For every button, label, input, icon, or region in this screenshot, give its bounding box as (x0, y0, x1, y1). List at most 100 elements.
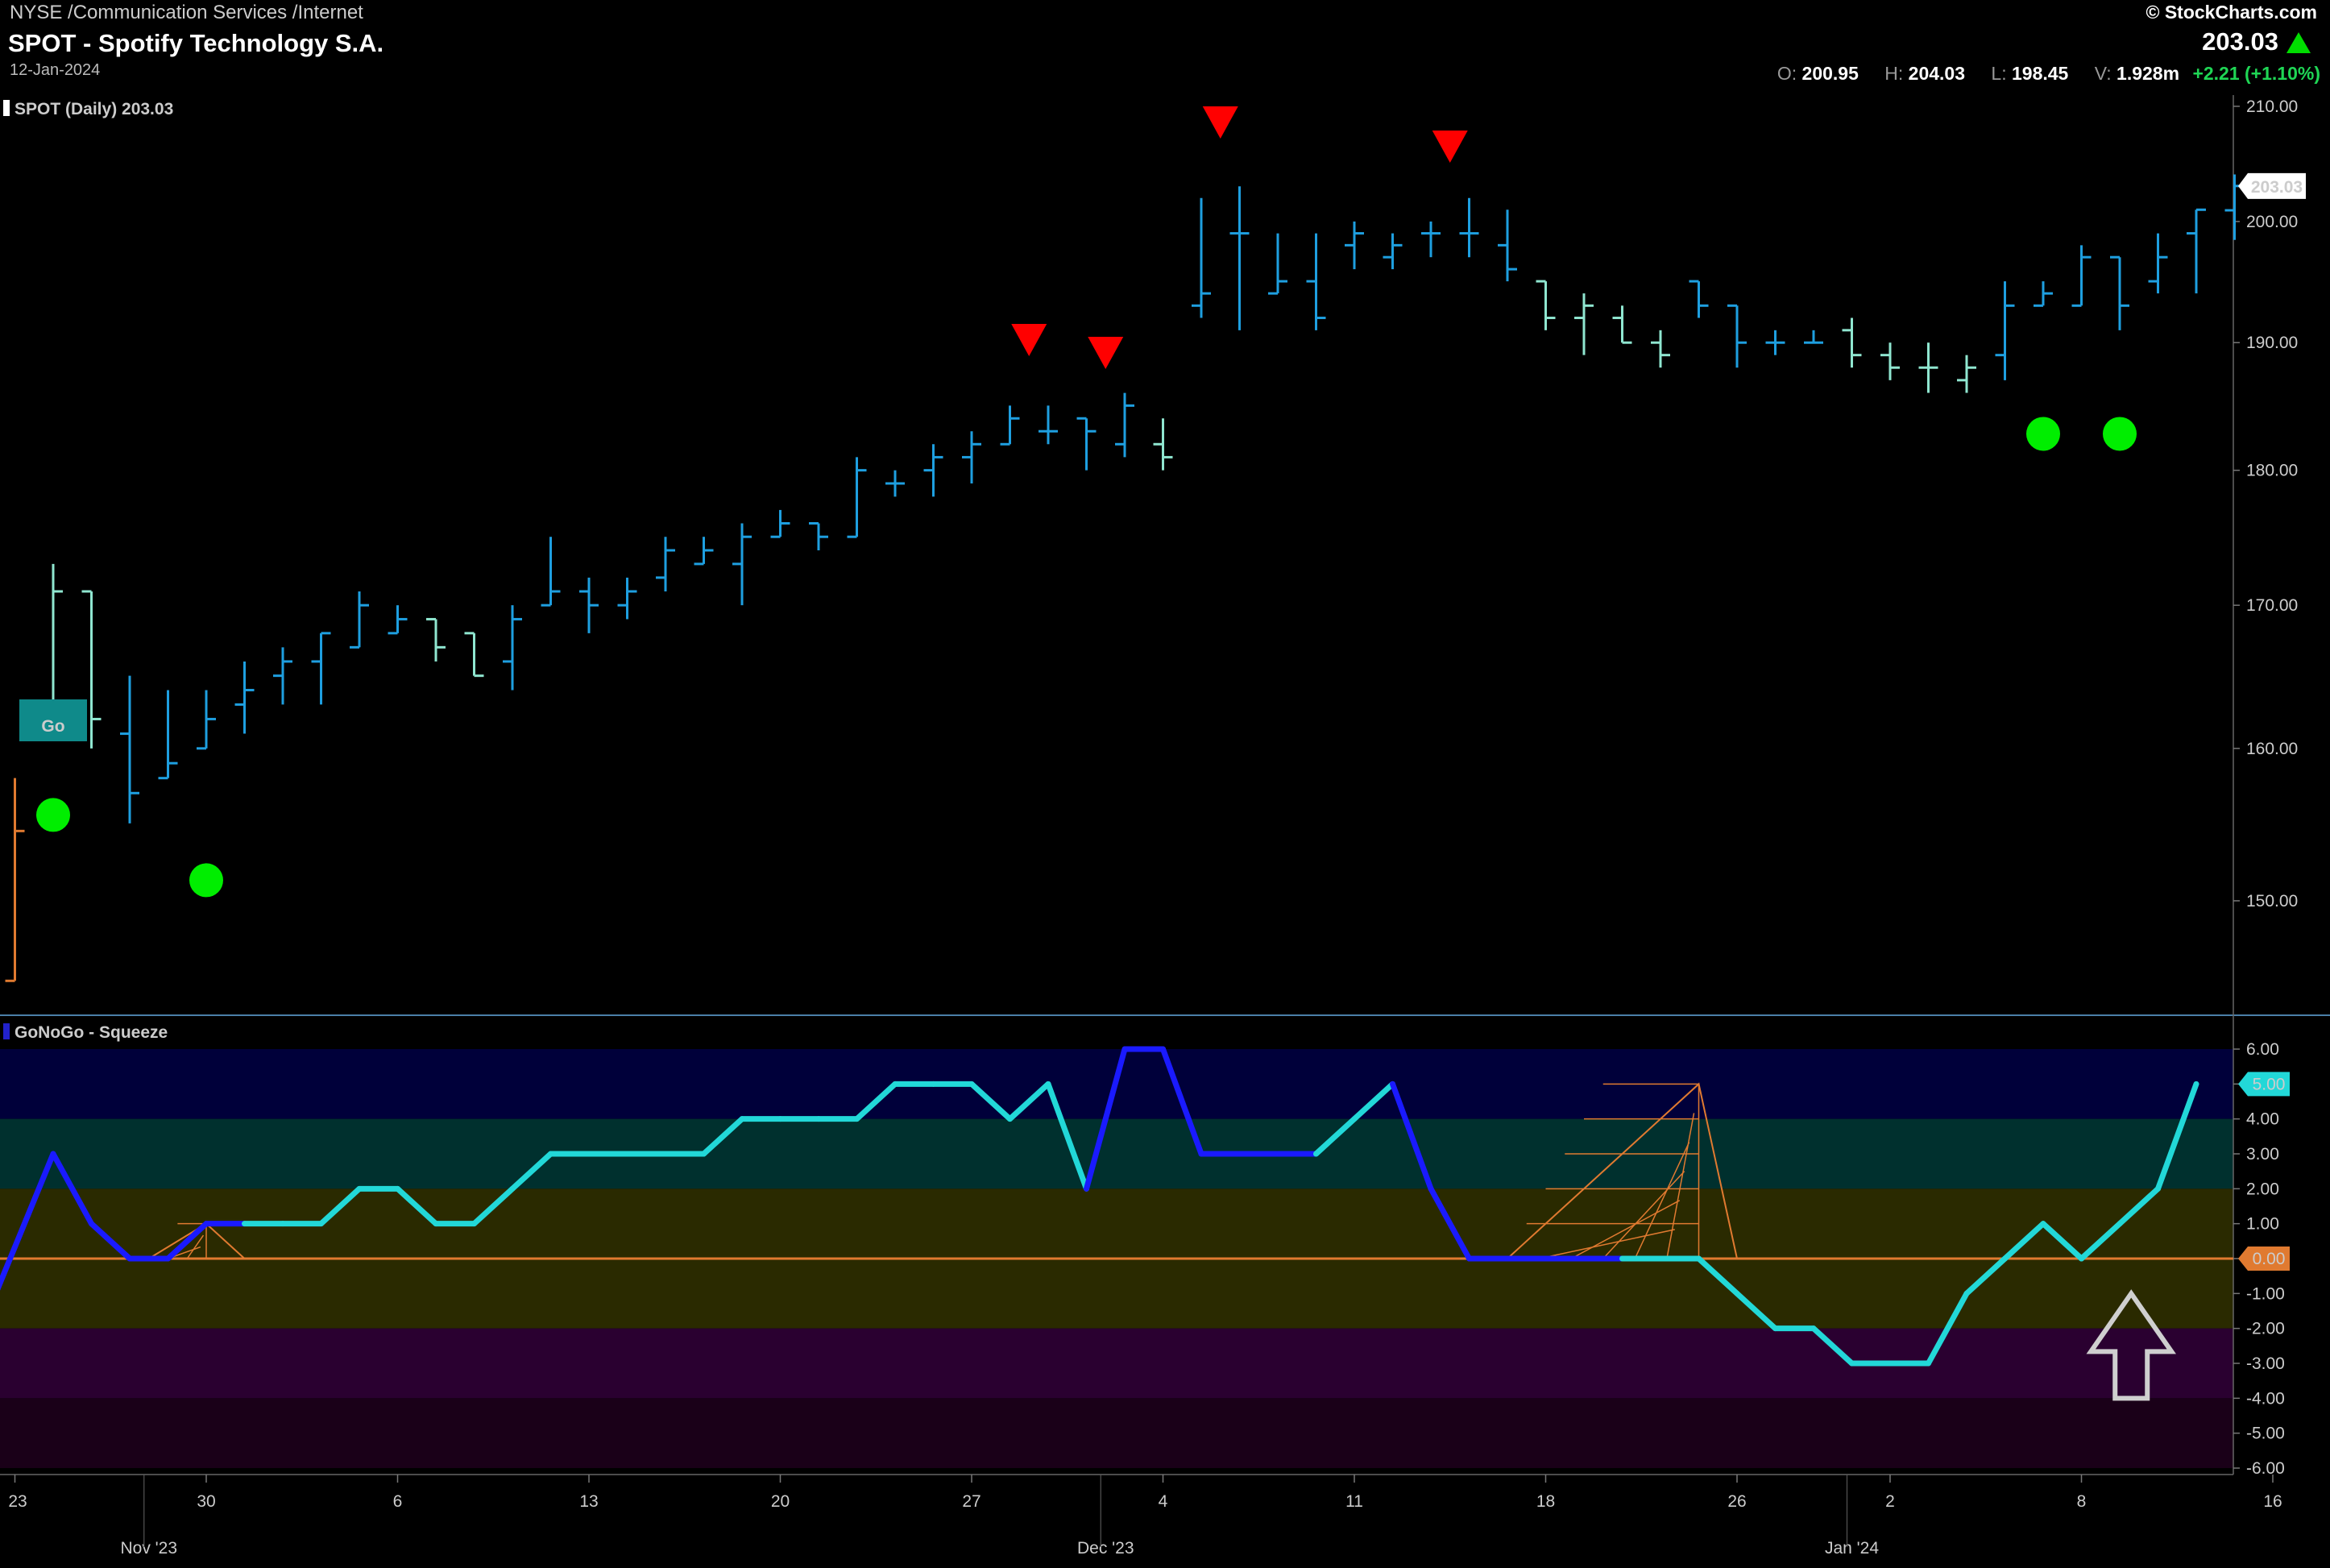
squeeze-grid-line (1539, 1229, 1675, 1259)
ohlc-bar (1918, 342, 1938, 393)
green-dot-marker (2026, 417, 2060, 451)
price-tick-label: 150.00 (2246, 892, 2298, 911)
ohlc-bar (1153, 418, 1173, 471)
osc-legend: GoNoGo - Squeeze (15, 1023, 168, 1042)
red-triangle-marker (1011, 324, 1047, 356)
x-tick-label: 8 (2077, 1492, 2087, 1511)
ohlc-bar (1842, 317, 1862, 368)
price-tick-label: 180.00 (2246, 462, 2298, 480)
x-tick-label: 16 (2263, 1492, 2282, 1511)
ohlc-bar (234, 661, 255, 734)
osc-tick-label: -4.00 (2246, 1389, 2285, 1408)
ohlc-bar (120, 675, 139, 823)
osc-tick-label: -2.00 (2246, 1320, 2285, 1338)
squeeze-line-segment (1428, 1185, 1472, 1262)
squeeze-line-segment (968, 1081, 1013, 1122)
osc-tick-label: 2.00 (2246, 1180, 2279, 1198)
ohlc-bar (197, 690, 216, 750)
ohlc-bar (1957, 355, 1976, 393)
squeeze-grid-line (1570, 1200, 1681, 1259)
squeeze-grid-line (1602, 1171, 1685, 1259)
osc-zero-label: 0.00 (2253, 1250, 2286, 1268)
squeeze-line-segment (1810, 1325, 1855, 1367)
high-label: H: (1884, 63, 1904, 84)
ohlc-bar (350, 591, 369, 649)
ohlc-bar (1345, 221, 1364, 270)
price-tick-label: 170.00 (2246, 596, 2298, 615)
ohlc-bar (732, 523, 752, 606)
x-tick-label: 20 (771, 1492, 790, 1511)
osc-legend-swatch (3, 1023, 10, 1039)
squeeze-line-segment (2079, 1221, 2123, 1262)
price-legend: SPOT (Daily) 203.03 (15, 100, 173, 118)
ohlc-bar (1765, 330, 1785, 355)
squeeze-line-segment (1160, 1046, 1204, 1157)
ohlc-bar (1804, 330, 1823, 344)
squeeze-line-segment (395, 1185, 439, 1227)
low-label: L: (1991, 63, 2007, 84)
x-tick-label: 13 (579, 1492, 598, 1511)
ohlc-bar (5, 778, 25, 982)
ohlc-bar (1192, 197, 1211, 318)
volume-label: V: (2094, 63, 2112, 84)
ohlc-bar (579, 577, 599, 633)
squeeze-line-segment (318, 1185, 363, 1227)
ohlc-readout: O: 200.95 H: 204.03 L: 198.45 V: 1.928m … (1777, 63, 2320, 85)
ohlc-bar (923, 444, 943, 497)
ohlc-bar (847, 457, 867, 538)
osc-tick-label: 6.00 (2246, 1040, 2279, 1059)
ohlc-bar (2034, 281, 2053, 307)
ohlc-bar (426, 617, 446, 662)
ohlc-bar (656, 537, 675, 591)
price-axis-flag (2238, 172, 2306, 199)
price-tick-label: 160.00 (2246, 740, 2298, 758)
squeeze-line-segment (1045, 1081, 1089, 1192)
ohlc-bar (1612, 305, 1632, 344)
squeeze-line-segment (1351, 1081, 1395, 1122)
squeeze-grid (1507, 1082, 1738, 1259)
ohlc-bar (1651, 330, 1670, 368)
oscillator-band-4 (0, 1398, 2233, 1468)
ohlc-bar (2071, 245, 2092, 307)
green-dot-marker (36, 798, 70, 832)
ohlc-bar (962, 431, 981, 483)
ohlc-bar (541, 537, 561, 607)
x-tick-label: 30 (197, 1492, 215, 1511)
x-tick-label: 2 (1885, 1492, 1895, 1511)
x-tick-label: 27 (962, 1492, 981, 1511)
page-title: SPOT - Spotify Technology S.A. (8, 29, 384, 57)
last-price: 203.03 (2202, 27, 2278, 56)
squeeze-line-segment (509, 1151, 553, 1192)
osc-axis-flag (2238, 1072, 2290, 1097)
squeeze-line-segment (2155, 1081, 2199, 1192)
ohlc-bar (464, 632, 484, 678)
squeeze-grid-line (1666, 1113, 1695, 1259)
ohlc-bar (1574, 293, 1594, 355)
ohlc-bar (1039, 405, 1058, 445)
price-axis-label: 203.03 (2251, 178, 2303, 197)
squeeze-line-segment (1926, 1290, 1970, 1367)
price-tick-label: 190.00 (2246, 334, 2298, 352)
month-label: Jan '24 (1825, 1539, 1879, 1558)
x-tick-label: 26 (1727, 1492, 1746, 1511)
ohlc-bar (388, 605, 408, 635)
squeeze-line-segment (1007, 1081, 1051, 1122)
osc-tick-label: -5.00 (2246, 1425, 2285, 1443)
squeeze-line-segment (165, 1221, 209, 1262)
stockcharts-brand[interactable]: © StockCharts.com (2146, 2, 2317, 23)
osc-tick-label: 1.00 (2246, 1215, 2279, 1234)
exchange-sector-line: NYSE /Communication Services /Internet (10, 2, 363, 23)
low-value: 198.45 (2012, 63, 2069, 84)
ohlc-bar (617, 577, 637, 620)
osc-tick-label: -6.00 (2246, 1459, 2285, 1478)
osc-tick-label: -3.00 (2246, 1354, 2285, 1373)
x-tick-label: 23 (8, 1492, 27, 1511)
ohlc-bar (158, 690, 178, 780)
squeeze-line-segment (471, 1185, 516, 1227)
ohlc-bar (1115, 392, 1134, 458)
go-label-box (19, 699, 87, 741)
red-triangle-marker (1202, 106, 1238, 139)
x-tick-label: 6 (393, 1492, 403, 1511)
squeeze-line-segment (2040, 1221, 2084, 1262)
